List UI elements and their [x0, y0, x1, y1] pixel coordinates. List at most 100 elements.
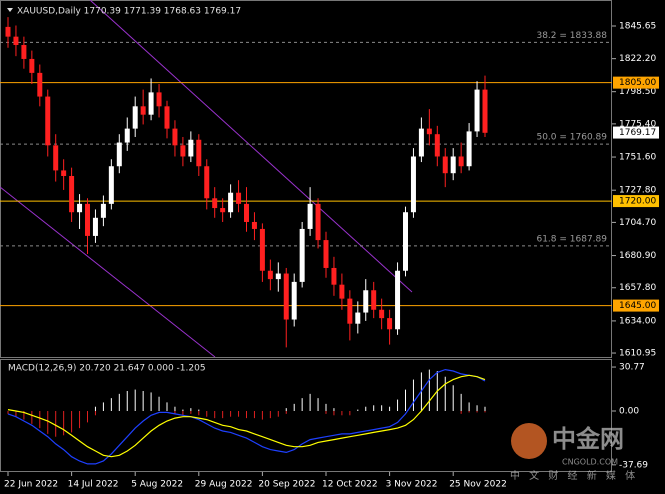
- candle-body: [283, 273, 289, 320]
- candle-body: [267, 270, 273, 280]
- candle-body: [299, 228, 305, 282]
- x-tick-label: 14 Jul 2022: [68, 480, 119, 490]
- candle-body: [212, 198, 218, 209]
- x-tick-label: 22 Jun 2022: [4, 480, 58, 490]
- candle-body: [474, 89, 480, 132]
- candle-body: [371, 290, 377, 310]
- last-price-box: [613, 126, 659, 139]
- x-tick-label: 29 Aug 2022: [195, 480, 253, 490]
- macd-line: [7, 368, 486, 465]
- y-tick-label: 1822.20: [619, 54, 656, 64]
- candle-body: [37, 72, 43, 97]
- candle-body: [410, 156, 416, 213]
- candle-body: [45, 96, 51, 146]
- candle-body: [275, 273, 281, 280]
- macd-y-tick-label: -37.69: [619, 460, 648, 470]
- candle-body: [69, 175, 75, 213]
- candle-body: [108, 166, 114, 204]
- y-tick-label: 1775.40: [619, 119, 656, 129]
- last-price-label: 1769.17: [619, 128, 656, 138]
- y-tick-label: 1610.95: [619, 349, 656, 359]
- candle-body: [156, 92, 162, 107]
- fib-label: 38.2 = 1833.88: [536, 31, 607, 41]
- candle-body: [466, 131, 472, 167]
- main-panel-border: [0, 0, 612, 358]
- fib-label: 50.0 = 1760.89: [536, 133, 607, 143]
- candle-body: [331, 267, 337, 285]
- chart-title: XAUUSD,Daily 1770.39 1771.39 1768.63 176…: [17, 7, 241, 17]
- candle-body: [339, 284, 345, 299]
- candle-body: [204, 166, 210, 199]
- candle-body: [434, 134, 440, 157]
- level-label: 1645.00: [619, 301, 656, 311]
- candle-body: [482, 89, 488, 133]
- x-tick-label: 5 Aug 2022: [131, 480, 183, 490]
- candle-body: [363, 290, 369, 313]
- watermark-tagline: 中 文 财 经 新 媒 体: [510, 469, 638, 482]
- x-tick-label: 25 Nov 2022: [449, 480, 507, 490]
- candle-body: [61, 170, 67, 176]
- candle-body: [426, 128, 432, 135]
- macd-y-tick-label: 0.00: [619, 407, 639, 417]
- y-tick-label: 1798.50: [619, 87, 656, 97]
- candle-body: [236, 192, 242, 204]
- macd-line: [7, 374, 486, 458]
- y-tick-label: 1751.60: [619, 153, 656, 163]
- candle-body: [379, 309, 385, 319]
- candle-body: [395, 270, 401, 330]
- watermark-logo: [511, 423, 547, 459]
- level-label-box: [613, 195, 659, 208]
- candle-body: [132, 106, 138, 129]
- candle-body: [21, 45, 27, 59]
- y-tick-label: 1634.00: [619, 316, 656, 326]
- candle-body: [307, 203, 313, 229]
- channel-upper: [89, 0, 413, 293]
- candle-body: [251, 221, 257, 229]
- candle-body: [180, 145, 186, 157]
- candle-body: [315, 203, 321, 241]
- watermark-title: 中金网: [552, 425, 624, 453]
- candle-body: [347, 298, 353, 324]
- candle-body: [403, 212, 408, 271]
- macd-y-tick-label: 30.77: [619, 363, 645, 373]
- candle-body: [259, 228, 265, 271]
- watermark-site: CNGOLD.COM: [562, 458, 618, 467]
- candle-body: [220, 208, 226, 213]
- y-tick-label: 1704.70: [619, 218, 656, 228]
- candle-body: [164, 106, 170, 129]
- symbol-arrow: [7, 8, 13, 12]
- candle-body: [148, 92, 154, 115]
- candle-body: [85, 203, 90, 236]
- candle-body: [53, 145, 59, 171]
- candle-body: [124, 128, 130, 143]
- candle-body: [228, 192, 234, 213]
- candle-body: [5, 26, 11, 37]
- candle-body: [450, 156, 456, 174]
- x-tick-label: 20 Sep 2022: [258, 480, 315, 490]
- fib-label: 61.8 = 1687.89: [536, 234, 607, 244]
- channel-lower: [0, 186, 216, 358]
- candle-body: [244, 203, 249, 222]
- candle-body: [291, 281, 297, 320]
- level-label-box: [613, 299, 659, 312]
- candle-body: [77, 203, 83, 213]
- y-tick-label: 1727.80: [619, 186, 656, 196]
- macd-panel-border: [0, 359, 612, 472]
- watermark: 中金网 CNGOLD.COM 中 文 财 经 新 媒 体: [510, 423, 638, 482]
- y-tick-label: 1680.90: [619, 251, 656, 261]
- candle-body: [323, 240, 329, 268]
- candle-body: [387, 318, 393, 330]
- candle-body: [442, 156, 448, 174]
- x-tick-label: 3 Nov 2022: [386, 480, 438, 490]
- candle-body: [140, 106, 146, 115]
- candle-body: [188, 139, 194, 157]
- candle-body: [458, 156, 464, 167]
- level-label: 1720.00: [619, 197, 656, 207]
- candle-body: [355, 312, 361, 324]
- x-tick-label: 12 Oct 2022: [322, 480, 378, 490]
- candle-body: [172, 128, 178, 146]
- candle-body: [100, 203, 106, 218]
- candle-body: [92, 217, 98, 236]
- candle-body: [29, 58, 35, 73]
